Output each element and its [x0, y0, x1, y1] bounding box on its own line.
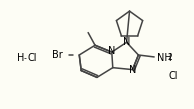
Text: Cl: Cl: [27, 53, 37, 63]
Text: H: H: [17, 53, 25, 63]
Text: N: N: [129, 65, 136, 75]
Text: NH: NH: [157, 53, 172, 63]
Text: N: N: [108, 46, 115, 56]
Text: 2: 2: [168, 53, 173, 62]
Text: Cl: Cl: [168, 71, 178, 81]
Text: N: N: [123, 37, 130, 47]
Text: Br: Br: [52, 50, 63, 60]
